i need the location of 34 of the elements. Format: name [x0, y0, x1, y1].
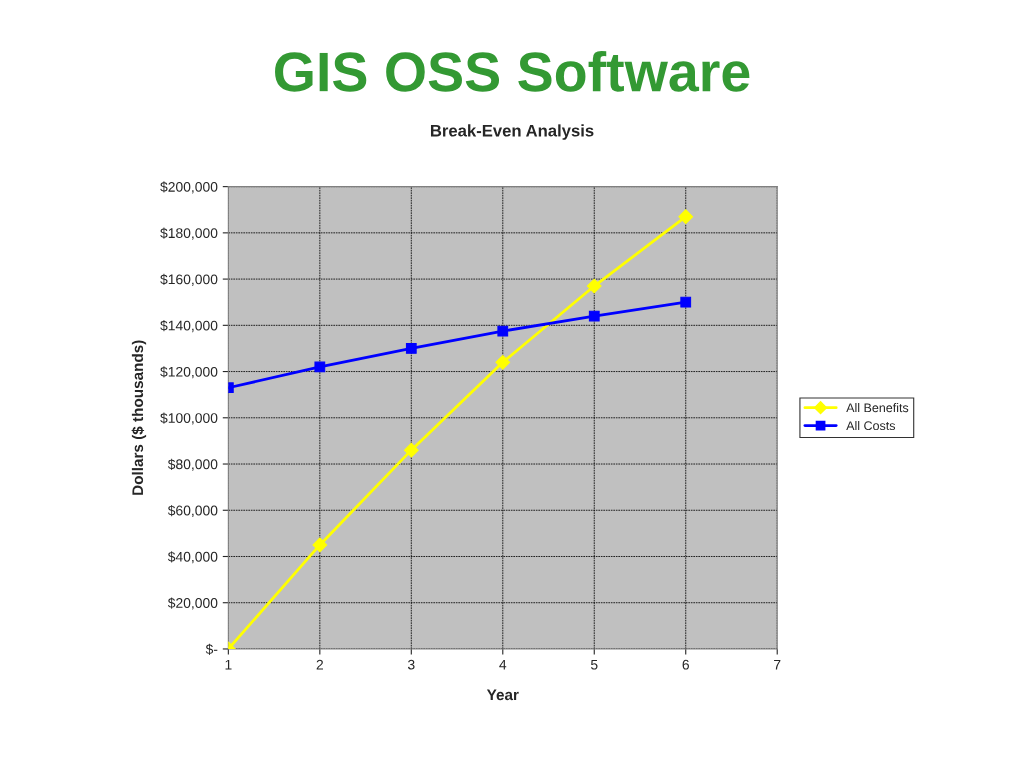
x-tick-label: 2 — [316, 659, 323, 670]
point — [495, 354, 511, 370]
y-tick-label: $60,000 — [167, 505, 218, 518]
y-tick-label: $180,000 — [160, 227, 218, 240]
point — [403, 442, 419, 458]
y-tick-label: $120,000 — [160, 366, 218, 379]
x-tick-label: 7 — [774, 659, 781, 670]
point — [312, 537, 328, 553]
point — [678, 209, 694, 225]
point — [588, 310, 600, 322]
y-tick-label: $40,000 — [167, 551, 218, 564]
x-tick-label: 3 — [407, 659, 415, 670]
y-tick-label: $200,000 — [160, 181, 218, 194]
chart-subtitle: Break-Even Analysis — [430, 124, 594, 140]
point — [680, 296, 692, 308]
point — [586, 278, 602, 294]
point — [405, 343, 417, 354]
x-tick-label: 6 — [682, 659, 689, 670]
y-axis-title: Dollars ($ thousands) — [131, 340, 147, 495]
y-tick-label: $160,000 — [160, 273, 218, 286]
y-tick-label: $100,000 — [160, 412, 218, 425]
y-tick-label: $20,000 — [167, 597, 218, 610]
legend-label: All Benefits — [846, 403, 909, 413]
x-axis-title: Year — [486, 689, 519, 701]
x-tick-label: 5 — [590, 659, 598, 670]
y-tick-label: $80,000 — [167, 458, 218, 471]
point — [314, 361, 326, 373]
y-tick-label: $140,000 — [160, 320, 218, 333]
point — [497, 325, 509, 337]
x-tick-label: 4 — [499, 659, 507, 670]
x-tick-label: 1 — [225, 659, 232, 670]
y-tick-label: $- — [205, 643, 218, 655]
chart-title: GIS OSS Software — [275, 50, 750, 92]
legend-label: All Costs — [846, 420, 896, 431]
